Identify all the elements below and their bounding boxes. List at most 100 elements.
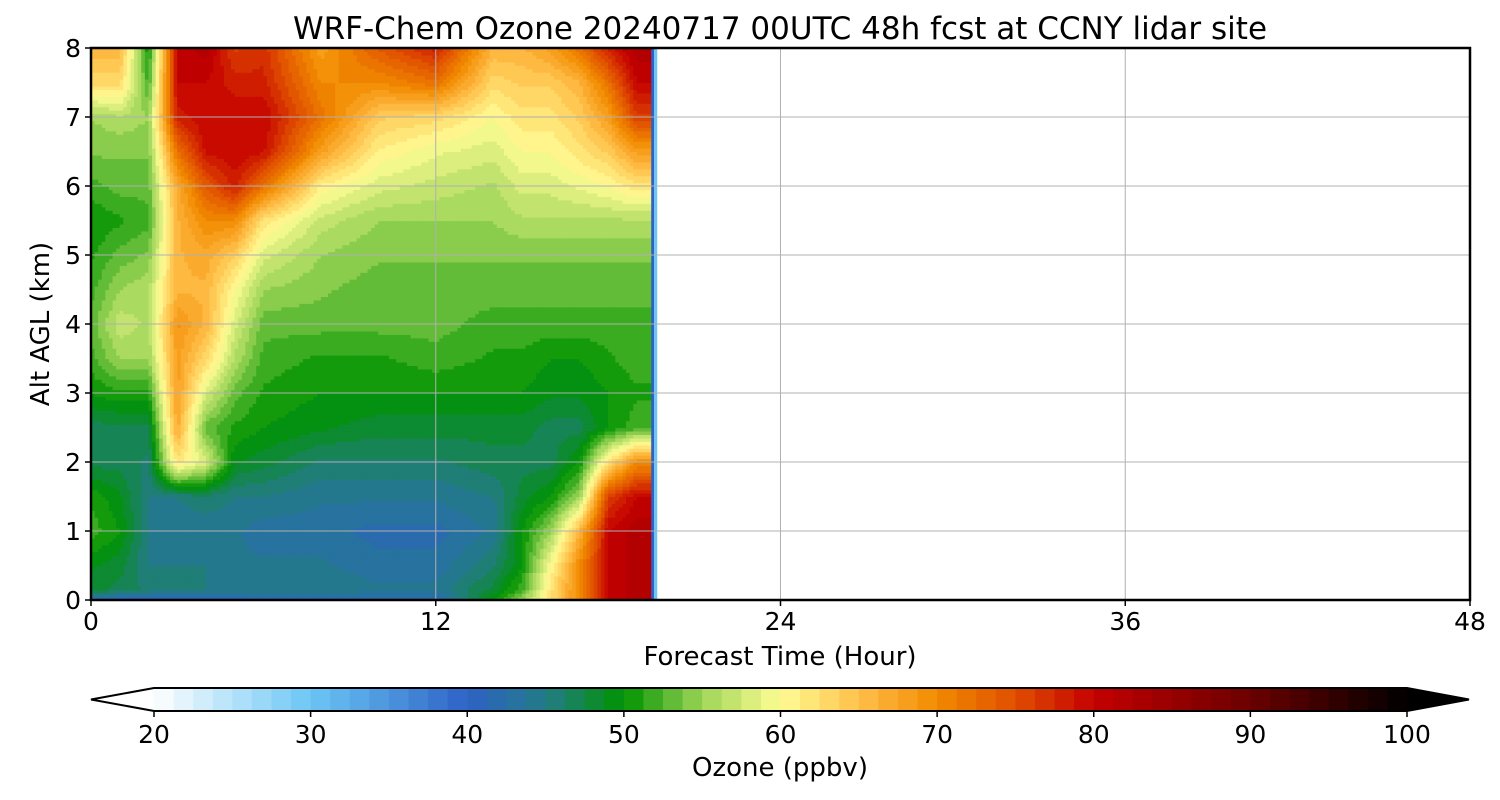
heatmap-cell xyxy=(123,238,127,242)
heatmap-cell xyxy=(105,203,109,207)
heatmap-cell xyxy=(116,383,120,387)
heatmap-cell xyxy=(174,383,178,387)
heatmap-cell xyxy=(120,331,124,335)
heatmap-cell xyxy=(195,238,199,242)
heatmap-cell xyxy=(120,355,124,359)
heatmap-cell xyxy=(199,265,203,269)
heatmap-cell xyxy=(131,379,135,383)
heatmap-cell xyxy=(116,510,120,514)
heatmap-cell xyxy=(116,172,120,176)
heatmap-cell xyxy=(195,158,199,162)
heatmap-cell xyxy=(131,431,135,435)
heatmap-cell xyxy=(138,583,142,587)
heatmap-cell xyxy=(105,196,109,200)
heatmap-cell xyxy=(195,269,199,273)
heatmap-cell xyxy=(113,141,117,145)
heatmap-cell xyxy=(105,189,109,193)
heatmap-cell xyxy=(199,179,203,183)
heatmap-cell xyxy=(123,234,127,238)
heatmap-cell xyxy=(105,586,109,590)
heatmap-cell xyxy=(170,483,174,487)
heatmap-cell xyxy=(141,165,145,169)
heatmap-cell xyxy=(166,51,170,55)
heatmap-cell xyxy=(159,414,163,418)
heatmap-cell xyxy=(145,65,149,69)
heatmap-cell xyxy=(163,376,167,380)
heatmap-cell xyxy=(127,327,131,331)
heatmap-cell xyxy=(159,493,163,497)
heatmap-cell xyxy=(174,162,178,166)
heatmap-cell xyxy=(116,134,120,138)
heatmap-cell xyxy=(152,531,156,535)
heatmap-cell xyxy=(166,497,170,501)
heatmap-cell xyxy=(188,169,192,173)
heatmap-cell xyxy=(138,283,142,287)
heatmap-cell xyxy=(152,296,156,300)
heatmap-cell xyxy=(145,341,149,345)
heatmap-cell xyxy=(181,269,185,273)
heatmap-cell xyxy=(195,548,199,552)
heatmap-cell xyxy=(141,124,145,128)
heatmap-cell xyxy=(152,576,156,580)
heatmap-cell xyxy=(195,562,199,566)
heatmap-cell xyxy=(95,548,99,552)
heatmap-cell xyxy=(105,120,109,124)
heatmap-cell xyxy=(102,276,106,280)
heatmap-cell xyxy=(170,124,174,128)
heatmap-cell xyxy=(109,145,113,149)
heatmap-cell xyxy=(174,393,178,397)
heatmap-cell xyxy=(156,338,160,342)
heatmap-cell xyxy=(131,293,135,297)
heatmap-cell xyxy=(95,193,99,197)
heatmap-cell xyxy=(95,396,99,400)
heatmap-cell xyxy=(131,421,135,425)
heatmap-cell xyxy=(116,479,120,483)
heatmap-cell xyxy=(188,345,192,349)
heatmap-cell xyxy=(120,217,124,221)
heatmap-cell xyxy=(120,445,124,449)
heatmap-cell xyxy=(127,110,131,114)
heatmap-cell xyxy=(145,134,149,138)
heatmap-cell xyxy=(174,507,178,511)
heatmap-cell xyxy=(141,410,145,414)
heatmap-cell xyxy=(145,217,149,221)
heatmap-cell xyxy=(109,290,113,294)
heatmap-cell xyxy=(170,262,174,266)
heatmap-cell xyxy=(131,96,135,100)
heatmap-cell xyxy=(184,586,188,590)
heatmap-cell xyxy=(113,69,117,73)
heatmap-cell xyxy=(163,234,167,238)
heatmap-cell xyxy=(141,69,145,73)
heatmap-cell xyxy=(102,200,106,204)
heatmap-cell xyxy=(170,531,174,535)
heatmap-cell xyxy=(184,414,188,418)
heatmap-cell xyxy=(188,410,192,414)
heatmap-cell xyxy=(148,307,152,311)
heatmap-cell xyxy=(152,189,156,193)
heatmap-cell xyxy=(105,431,109,435)
heatmap-cell xyxy=(170,117,174,121)
heatmap-cell xyxy=(199,117,203,121)
heatmap-cell xyxy=(134,89,138,93)
heatmap-cell xyxy=(148,169,152,173)
heatmap-cell xyxy=(166,227,170,231)
heatmap-cell xyxy=(134,369,138,373)
heatmap-cell xyxy=(181,452,185,456)
heatmap-cell xyxy=(138,345,142,349)
heatmap-cell xyxy=(177,362,181,366)
heatmap-cell xyxy=(138,155,142,159)
heatmap-cell xyxy=(192,79,196,83)
heatmap-cell xyxy=(141,314,145,318)
heatmap-cell xyxy=(188,158,192,162)
heatmap-cell xyxy=(109,324,113,328)
heatmap-cell xyxy=(192,310,196,314)
heatmap-cell xyxy=(199,62,203,66)
heatmap-cell xyxy=(163,538,167,542)
heatmap-cell xyxy=(148,314,152,318)
heatmap-cell xyxy=(170,290,174,294)
heatmap-cell xyxy=(195,552,199,556)
heatmap-cell xyxy=(109,110,113,114)
heatmap-cell xyxy=(145,303,149,307)
heatmap-cell xyxy=(98,452,102,456)
heatmap-cell xyxy=(199,138,203,142)
